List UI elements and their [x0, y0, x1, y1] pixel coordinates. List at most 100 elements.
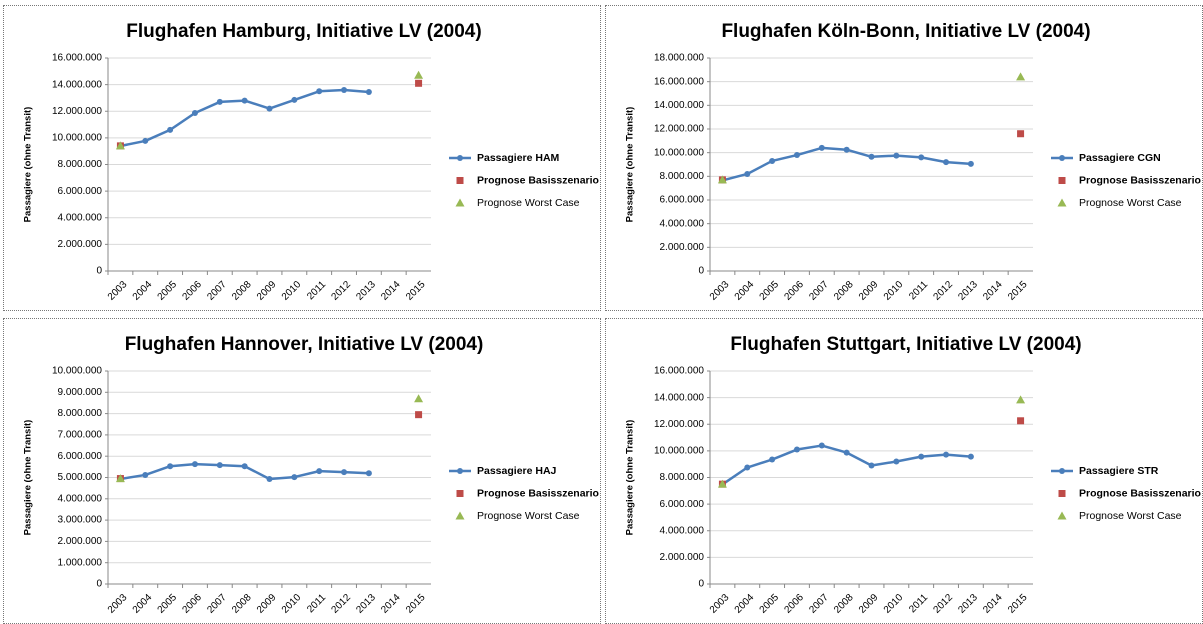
chart-panel: Flughafen Köln-Bonn, Initiative LV (2004… [605, 5, 1203, 311]
legend-marker [1058, 177, 1066, 184]
x-tick-label: 2008 [832, 279, 856, 303]
chart-title: Flughafen Stuttgart, Initiative LV (2004… [730, 334, 1081, 355]
x-tick-label: 2009 [255, 279, 279, 303]
y-tick-label: 8.000.000 [660, 472, 705, 483]
point [365, 88, 372, 95]
point [1017, 130, 1025, 138]
x-tick-label: 2014 [981, 592, 1005, 616]
y-tick-label: 5.000.000 [58, 472, 103, 483]
legend-label: Prognose Worst Case [477, 510, 580, 522]
x-tick-label: 2015 [1006, 592, 1030, 616]
y-tick-label: 14.000.000 [52, 79, 102, 90]
y-tick-label: 10.000.000 [654, 446, 704, 457]
point [868, 462, 875, 469]
legend-marker [457, 468, 463, 474]
y-tick-label: 0 [96, 579, 102, 590]
legend-marker [1057, 511, 1067, 520]
y-tick-label: 2.000.000 [58, 239, 103, 250]
x-tick-label: 2009 [255, 592, 279, 616]
legend-label: Passagiere CGN [1079, 152, 1161, 164]
legend-marker [456, 490, 464, 497]
point [868, 153, 875, 160]
chart: Flughafen Stuttgart, Initiative LV (2004… [625, 334, 1201, 616]
y-tick-label: 1.000.000 [58, 557, 103, 568]
legend-label: Prognose Basisszenario [477, 174, 599, 186]
x-tick-label: 2005 [156, 592, 180, 616]
x-tick-label: 2012 [330, 592, 354, 616]
y-tick-label: 7.000.000 [58, 430, 103, 441]
x-tick-label: 2010 [280, 279, 304, 303]
point [769, 157, 776, 164]
y-tick-label: 0 [698, 266, 704, 277]
point [191, 109, 198, 116]
y-tick-label: 10.000.000 [654, 147, 704, 158]
point [341, 86, 348, 93]
y-tick-label: 3.000.000 [58, 515, 103, 526]
x-tick-label: 2011 [907, 279, 930, 302]
x-tick-label: 2014 [981, 279, 1005, 303]
x-tick-label: 2005 [758, 279, 782, 303]
x-tick-label: 2003 [106, 592, 130, 616]
x-tick-label: 2006 [180, 592, 204, 616]
legend-marker [455, 511, 465, 520]
y-tick-label: 12.000.000 [52, 106, 102, 117]
x-tick-label: 2010 [882, 592, 906, 616]
x-tick-label: 2009 [857, 592, 881, 616]
y-tick-label: 2.000.000 [660, 552, 705, 563]
y-tick-label: 9.000.000 [58, 387, 103, 398]
x-tick-label: 2014 [379, 279, 403, 303]
y-tick-label: 16.000.000 [52, 53, 102, 64]
legend-marker [456, 177, 464, 184]
x-tick-label: 2007 [807, 279, 831, 303]
x-tick-label: 2013 [956, 279, 980, 303]
y-tick-label: 14.000.000 [654, 100, 704, 111]
x-tick-label: 2013 [354, 592, 378, 616]
point [291, 96, 298, 103]
point [241, 463, 248, 470]
legend-marker [1059, 468, 1065, 474]
point [943, 451, 950, 458]
y-tick-label: 12.000.000 [654, 419, 704, 430]
x-tick-label: 2006 [782, 592, 806, 616]
legend-marker [455, 198, 465, 207]
y-tick-label: 14.000.000 [654, 392, 704, 403]
x-tick-label: 2004 [733, 279, 757, 303]
y-axis-label: Passagiere (ohne Transit) [23, 107, 34, 223]
legend-marker [1059, 155, 1065, 161]
point [967, 160, 974, 167]
legend-marker [457, 155, 463, 161]
chart: Flughafen Köln-Bonn, Initiative LV (2004… [625, 21, 1201, 303]
point [142, 137, 149, 144]
point [793, 446, 800, 453]
x-tick-label: 2004 [131, 279, 155, 303]
point [818, 442, 825, 449]
point [241, 97, 248, 104]
point [414, 394, 424, 403]
x-tick-label: 2011 [907, 592, 930, 615]
x-tick-label: 2007 [807, 592, 831, 616]
y-tick-label: 16.000.000 [654, 366, 704, 377]
chart-title: Flughafen Hannover, Initiative LV (2004) [125, 334, 484, 355]
x-tick-label: 2014 [379, 592, 403, 616]
point [893, 152, 900, 159]
point [717, 479, 727, 488]
x-tick-label: 2005 [156, 279, 180, 303]
x-tick-label: 2015 [404, 592, 428, 616]
x-tick-label: 2006 [180, 279, 204, 303]
point [843, 146, 850, 153]
y-tick-label: 10.000.000 [52, 133, 102, 144]
point [744, 464, 751, 471]
point [818, 144, 825, 151]
x-tick-label: 2007 [205, 592, 229, 616]
y-axis-label: Passagiere (ohne Transit) [625, 420, 636, 536]
x-tick-label: 2005 [758, 592, 782, 616]
y-tick-label: 2.000.000 [660, 242, 705, 253]
x-tick-label: 2004 [131, 592, 155, 616]
point [967, 453, 974, 460]
y-tick-label: 12.000.000 [654, 124, 704, 135]
point [893, 458, 900, 465]
x-tick-label: 2008 [230, 592, 254, 616]
point [142, 471, 149, 478]
x-tick-label: 2012 [330, 279, 354, 303]
